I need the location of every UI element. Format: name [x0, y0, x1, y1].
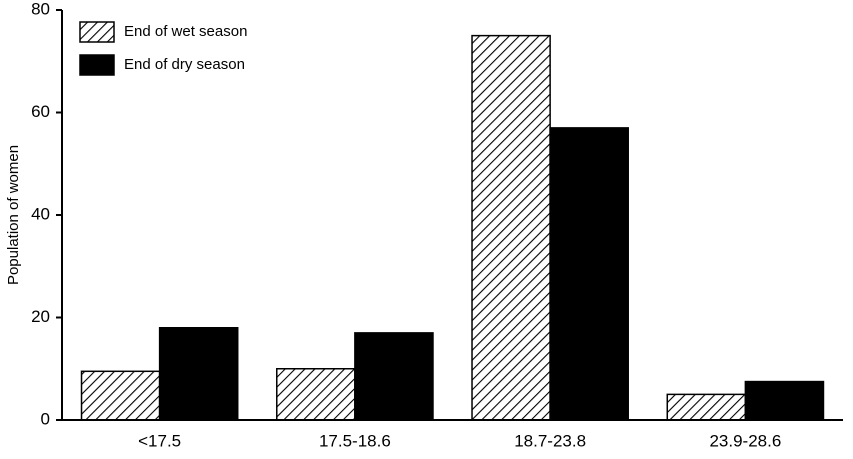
bar	[158, 327, 239, 421]
legend-label: End of dry season	[124, 56, 245, 73]
y-tick-label: 20	[31, 307, 50, 326]
x-tick-label: 17.5-18.6	[319, 431, 391, 450]
bar	[80, 370, 161, 421]
legend-swatch	[79, 21, 115, 43]
y-tick-label: 0	[41, 409, 50, 428]
y-tick-label: 80	[31, 0, 50, 18]
bar	[744, 380, 825, 421]
legend-label: End of wet season	[124, 23, 247, 40]
x-tick-label: 23.9-28.6	[709, 431, 781, 450]
bar	[549, 127, 629, 421]
legend-swatch	[79, 54, 115, 76]
x-tick-label: <17.5	[138, 431, 181, 450]
y-tick-label: 40	[31, 204, 50, 223]
x-tick-label: 18.7-23.8	[514, 431, 586, 450]
bar	[354, 332, 434, 421]
y-tick-label: 60	[31, 102, 50, 121]
bar	[276, 368, 356, 421]
bar	[471, 34, 551, 421]
y-axis-title: Population of women	[5, 145, 22, 285]
bar	[666, 393, 747, 421]
